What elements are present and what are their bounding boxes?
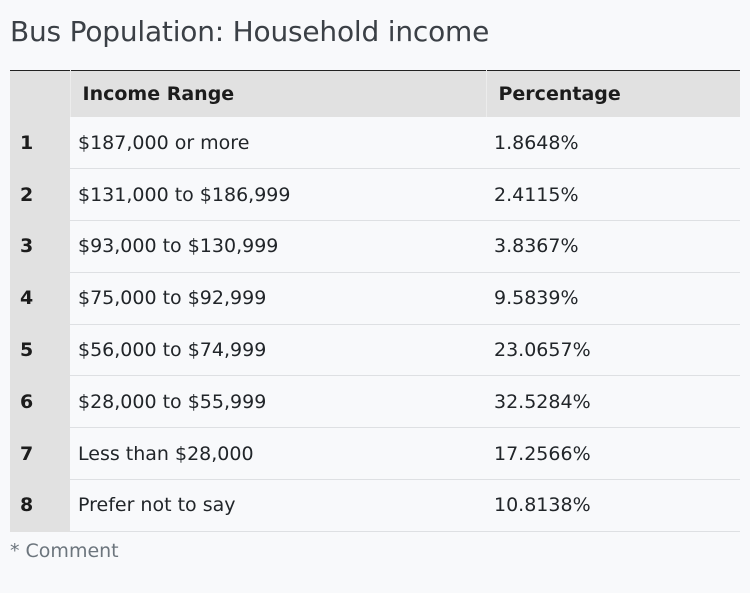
table-row: 3 $93,000 to $130,999 3.8367% xyxy=(10,220,740,273)
row-index: 1 xyxy=(10,117,70,170)
income-range-cell: $131,000 to $186,999 xyxy=(70,168,486,222)
percentage-cell: 3.8367% xyxy=(486,220,740,273)
table-row: 6 $28,000 to $55,999 32.5284% xyxy=(10,375,740,429)
percentage-cell: 2.4115% xyxy=(486,168,740,222)
page-title: Bus Population: Household income xyxy=(10,15,490,48)
percentage-cell: 32.5284% xyxy=(486,375,740,429)
row-index: 5 xyxy=(10,324,70,377)
income-range-cell: $187,000 or more xyxy=(70,117,486,170)
header-index xyxy=(10,70,71,117)
income-table: Income Range Percentage 1 $187,000 or mo… xyxy=(10,70,740,532)
row-index: 4 xyxy=(10,272,70,325)
row-index: 6 xyxy=(10,375,70,429)
comment-note: * Comment xyxy=(10,540,119,562)
table-row: 1 $187,000 or more 1.8648% xyxy=(10,117,740,170)
table-row: 4 $75,000 to $92,999 9.5839% xyxy=(10,272,740,325)
income-range-cell: Less than $28,000 xyxy=(70,427,486,481)
income-range-cell: $28,000 to $55,999 xyxy=(70,375,486,429)
income-range-cell: $75,000 to $92,999 xyxy=(70,272,486,325)
percentage-cell: 9.5839% xyxy=(486,272,740,325)
table-row: 8 Prefer not to say 10.8138% xyxy=(10,479,740,532)
income-range-cell: Prefer not to say xyxy=(70,479,486,532)
table-body: 1 $187,000 or more 1.8648% 2 $131,000 to… xyxy=(10,117,740,532)
header-row: Income Range Percentage xyxy=(10,70,740,117)
income-range-cell: $56,000 to $74,999 xyxy=(70,324,486,377)
header-percentage: Percentage xyxy=(486,70,740,117)
income-range-cell: $93,000 to $130,999 xyxy=(70,220,486,273)
table-row: 2 $131,000 to $186,999 2.4115% xyxy=(10,168,740,222)
percentage-cell: 23.0657% xyxy=(486,324,740,377)
header-income-range: Income Range xyxy=(70,70,487,117)
table-header: Income Range Percentage xyxy=(10,70,740,117)
percentage-cell: 1.8648% xyxy=(486,117,740,170)
row-index: 2 xyxy=(10,168,70,222)
table-row: 7 Less than $28,000 17.2566% xyxy=(10,427,740,481)
table-row: 5 $56,000 to $74,999 23.0657% xyxy=(10,324,740,377)
percentage-cell: 17.2566% xyxy=(486,427,740,481)
percentage-cell: 10.8138% xyxy=(486,479,740,532)
row-index: 8 xyxy=(10,479,70,532)
row-index: 7 xyxy=(10,427,70,481)
row-index: 3 xyxy=(10,220,70,273)
